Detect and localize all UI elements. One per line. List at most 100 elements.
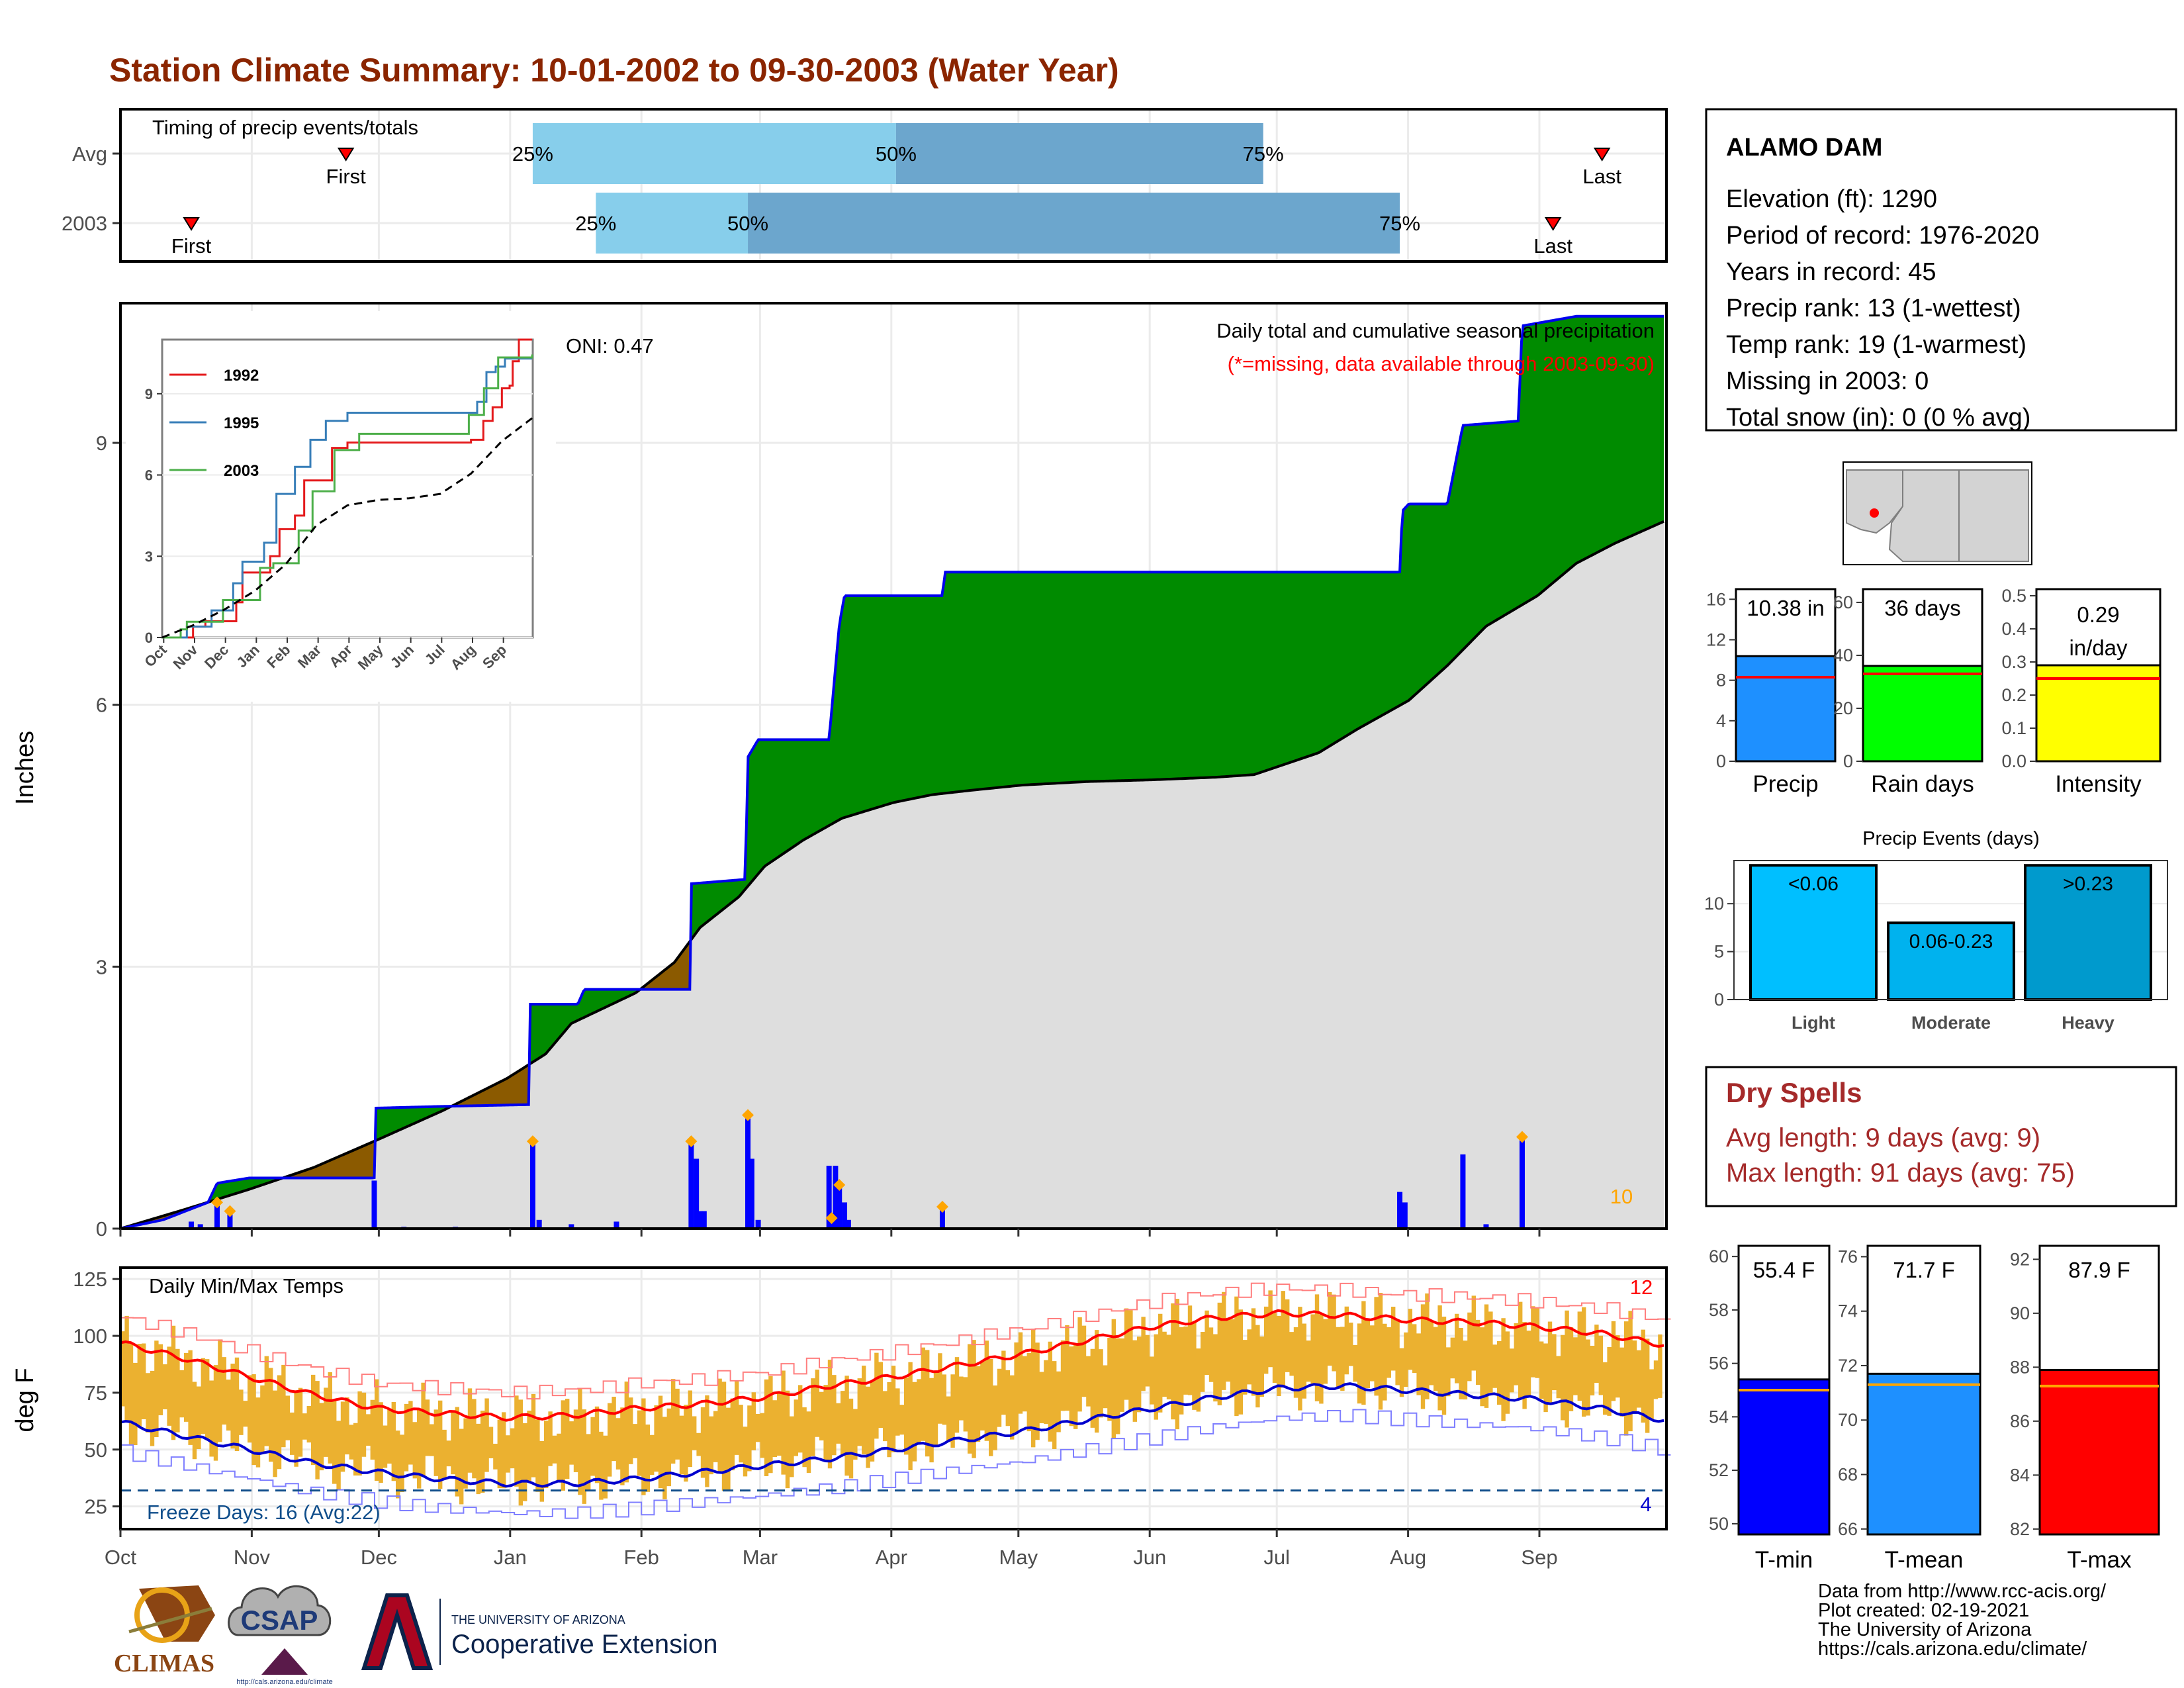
tsum-ytick-label: 76 bbox=[1838, 1246, 1858, 1266]
summary-ytick-label: 20 bbox=[1833, 698, 1853, 718]
precip-count-label: 10 bbox=[1610, 1185, 1633, 1208]
inset-series-line bbox=[161, 417, 533, 639]
daily-precip-bar bbox=[227, 1211, 233, 1229]
tsum-ytick-label: 58 bbox=[1709, 1300, 1729, 1320]
cumulative-2003-line bbox=[120, 314, 1664, 1230]
inset-plot-area bbox=[161, 338, 534, 639]
avg-cumulative-area bbox=[120, 521, 1664, 1229]
timing-q75-label: 75% bbox=[1379, 212, 1420, 235]
month-label: Feb bbox=[623, 1546, 659, 1569]
tsum-bar-t-min bbox=[1737, 1378, 1831, 1536]
daily-precip-bar bbox=[1397, 1192, 1403, 1229]
daily-precip-marker bbox=[833, 1179, 846, 1192]
tsum-ytick-label: 60 bbox=[1709, 1246, 1729, 1266]
summary-ytick-label: 4 bbox=[1716, 711, 1726, 731]
temps-ytick-label: 25 bbox=[85, 1495, 107, 1519]
tsum-bar-t-mean bbox=[1866, 1372, 1981, 1536]
daily-precip-bar bbox=[688, 1141, 694, 1229]
cold-days-count: 4 bbox=[1640, 1493, 1651, 1516]
events-bar-label: 0.06-0.23 bbox=[1909, 931, 1993, 953]
csap-logo-cloud bbox=[228, 1585, 332, 1636]
summary-ytick-label: 12 bbox=[1706, 630, 1726, 649]
daily-precip-bar bbox=[842, 1202, 848, 1229]
credit-line-data-source: Data from http://www.rcc-acis.org/ bbox=[1818, 1581, 2107, 1602]
climas-logo-shape bbox=[139, 1585, 215, 1642]
tsum-ytick-label: 70 bbox=[1838, 1410, 1858, 1430]
station-info-line: Elevation (ft): 1290 bbox=[1726, 185, 1937, 213]
timing-last-marker bbox=[1593, 148, 1611, 162]
temps-ylabel: deg F bbox=[11, 1368, 39, 1432]
month-label: Jun bbox=[1133, 1546, 1166, 1569]
timing-first-marker bbox=[183, 217, 200, 231]
summary-ytick-label: 0.1 bbox=[2001, 718, 2026, 738]
credit-line-university: The University of Arizona bbox=[1818, 1619, 2032, 1640]
timing-bar-q25-q50 bbox=[532, 123, 896, 184]
daily-precip-bar bbox=[749, 1158, 754, 1229]
station-info-line: Years in record: 45 bbox=[1726, 258, 1936, 286]
daily-precip-bar bbox=[1402, 1202, 1408, 1229]
timing-row-label: Avg bbox=[72, 142, 107, 165]
tsum-ytick-label: 52 bbox=[1709, 1460, 1729, 1480]
precip-ylabel: Inches bbox=[11, 731, 39, 805]
summary-ytick-label: 0.0 bbox=[2001, 751, 2026, 771]
summary-ytick-label: 0 bbox=[1843, 751, 1853, 771]
precip-missing-note: (*=missing, data available through 2003-… bbox=[1228, 352, 1655, 375]
temps-ytick-label: 50 bbox=[85, 1438, 107, 1462]
tsum-ytick-label: 54 bbox=[1709, 1407, 1729, 1427]
timing-q25-label: 25% bbox=[575, 212, 616, 235]
ua-logo-line1: THE UNIVERSITY OF ARIZONA bbox=[451, 1613, 625, 1626]
station-info-box: ALAMO DAM Elevation (ft): 1290 Period of r… bbox=[1705, 108, 2177, 432]
inset-legend-label: 1992 bbox=[224, 367, 259, 385]
summary-bar-intensity bbox=[2035, 664, 2161, 763]
dry-box-frame bbox=[1705, 1066, 2177, 1207]
tsum-category-label: T-min bbox=[1755, 1547, 1813, 1573]
daily-precip-marker bbox=[224, 1205, 236, 1217]
daily-precip-bar bbox=[833, 1166, 839, 1229]
precip-events-chart: Precip Events (days) 0 5 10 <0.06 Light 0.06-0… bbox=[1704, 828, 2168, 1033]
month-label: Nov bbox=[234, 1546, 271, 1569]
month-axis: Oct Nov Dec Jan Feb Mar Apr May Jun Jul Aug Sep bbox=[105, 1229, 1558, 1569]
tsum-ytick-label: 56 bbox=[1709, 1354, 1729, 1374]
events-bar-light bbox=[1749, 864, 1878, 1001]
tsum-ytick-label: 90 bbox=[2010, 1303, 2030, 1323]
inset-ytick-label: 6 bbox=[145, 467, 153, 484]
summary-bar-rain-days bbox=[1862, 665, 1983, 763]
daily-precip-bar bbox=[826, 1166, 832, 1229]
logos: CLIMAS CSAP http://cals.arizona.edu/climat… bbox=[114, 1585, 717, 1686]
month-label: Aug bbox=[1390, 1546, 1426, 1569]
tsum-ytick-label: 72 bbox=[1838, 1356, 1858, 1376]
daily-precip-bar bbox=[939, 1207, 945, 1229]
tsum-ytick-label: 74 bbox=[1838, 1301, 1858, 1321]
inset-legend-label: 2003 bbox=[224, 462, 259, 480]
daily-precip-bar bbox=[745, 1115, 751, 1229]
precip-title: Daily total and cumulative seasonal prec… bbox=[1216, 319, 1655, 342]
tsum-ytick-label: 82 bbox=[2010, 1519, 2030, 1539]
ua-logo-line2: Cooperative Extension bbox=[451, 1630, 717, 1659]
events-title: Precip Events (days) bbox=[1862, 828, 2040, 849]
dry-line-avg: Avg length: 9 days (avg: 9) bbox=[1726, 1123, 2040, 1152]
daily-precip-bar bbox=[371, 1180, 377, 1229]
month-label: Jul bbox=[1263, 1546, 1290, 1569]
month-label: Jan bbox=[494, 1546, 527, 1569]
tsum-ytick-label: 84 bbox=[2010, 1465, 2030, 1485]
temps-ytick-label: 100 bbox=[73, 1325, 107, 1348]
daily-precip-bar bbox=[569, 1224, 574, 1229]
month-label: Mar bbox=[743, 1546, 778, 1569]
events-bar-label: <0.06 bbox=[1788, 873, 1839, 895]
daily-temp-range bbox=[120, 1290, 1662, 1506]
tsum-value-label: 87.9 F bbox=[2068, 1258, 2130, 1282]
daily-precip-marker bbox=[211, 1196, 223, 1209]
events-bar-moderate bbox=[1887, 921, 2015, 1002]
hot-days-count: 12 bbox=[1630, 1276, 1653, 1299]
tsum-category-label: T-max bbox=[2067, 1547, 2132, 1573]
freeze-days-label: Freeze Days: 16 (Avg:22) bbox=[147, 1501, 381, 1524]
month-label: May bbox=[999, 1546, 1038, 1569]
events-bar-label: >0.23 bbox=[2063, 873, 2113, 895]
events-bar-heavy bbox=[2024, 864, 2152, 1001]
daily-precip-marker bbox=[526, 1135, 539, 1148]
timing-last-marker bbox=[1544, 217, 1562, 231]
station-location-dot bbox=[1870, 508, 1879, 518]
events-category-label: Heavy bbox=[2062, 1013, 2115, 1033]
